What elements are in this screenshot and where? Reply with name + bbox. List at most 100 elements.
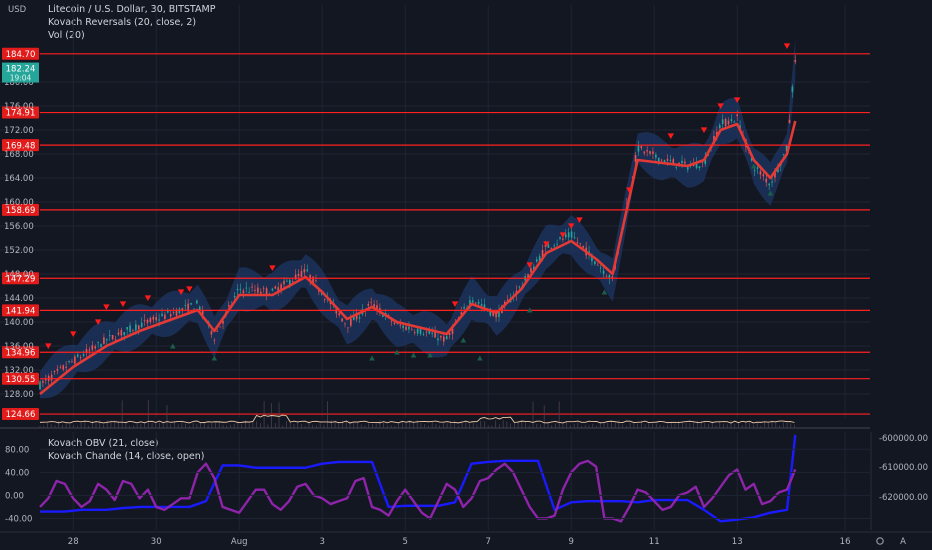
last-price-tag [2, 62, 39, 83]
gear-icon [876, 537, 884, 545]
candle-body [251, 286, 253, 288]
candle-body [181, 308, 184, 311]
candle-body [733, 121, 736, 123]
candle-body [547, 244, 550, 248]
candle-body [94, 346, 96, 349]
candle-body [657, 157, 660, 163]
candle-body [788, 119, 791, 123]
reversal-up-marker [394, 349, 400, 355]
reversal-up-marker [369, 355, 375, 361]
candle-body [358, 317, 361, 319]
y-tick-label: 168.00 [4, 150, 34, 160]
level-label: 184.70 [6, 50, 36, 60]
candle-body [428, 330, 431, 334]
candle-body [79, 357, 82, 359]
kovach-reversals-line [39, 120, 797, 396]
level-label-bg [2, 272, 39, 285]
candle-body [39, 381, 41, 390]
indicator-kovach-reversals[interactable]: Kovach Reversals (20, close, 2) [48, 17, 197, 28]
candle-body [233, 295, 236, 298]
candle-body [646, 150, 648, 152]
candle-body [190, 303, 192, 305]
candle-body [579, 243, 582, 245]
kovach-obv-line [40, 434, 797, 523]
candle-body [216, 330, 219, 332]
candle-body [65, 366, 67, 368]
y-tick-label: 156.00 [4, 222, 34, 232]
reversal-up-marker [211, 355, 218, 361]
level-label: 147.29 [6, 274, 36, 284]
candle-body [265, 288, 268, 295]
candle-body [323, 299, 326, 300]
candle-body [634, 155, 637, 162]
candle-body [271, 288, 274, 291]
candle-body [91, 345, 94, 350]
lower-right-tick-label: -600000.00 [879, 434, 928, 444]
candle-body [303, 269, 306, 273]
candle-body [120, 330, 123, 336]
indicator-kovach-chande[interactable]: Kovach Chande (14, close, open) [48, 451, 205, 462]
candle-body [100, 344, 102, 347]
candle-body [649, 151, 651, 154]
candle-body [425, 331, 428, 333]
auto-scale-button: A [900, 537, 906, 547]
candle-body [370, 302, 372, 303]
candle-body [242, 290, 245, 293]
candle-body [565, 234, 567, 238]
candle-body [245, 287, 248, 289]
candle-body [155, 317, 157, 321]
x-tick-label: 28 [68, 537, 79, 547]
candle-body [106, 339, 108, 341]
candle-body [681, 160, 683, 164]
level-label: 158.69 [6, 206, 36, 216]
candle-body [137, 325, 140, 330]
indicator-kovach-obv[interactable]: Kovach OBV (21, close) [48, 438, 159, 449]
level-label: 174.91 [6, 109, 36, 119]
volume-ma-line [39, 414, 795, 424]
reversal-down-marker [626, 187, 633, 193]
candle-body [196, 300, 198, 304]
candle-body [663, 160, 666, 164]
candle-body [463, 306, 465, 309]
candle-body [146, 319, 149, 323]
candle-body [785, 145, 788, 152]
candle-body [408, 326, 410, 330]
candle-body [768, 183, 770, 186]
candle-body [794, 59, 797, 62]
candle-body [602, 270, 605, 274]
lower-right-tick-label: -620000.00 [879, 493, 928, 503]
candle-body [53, 370, 56, 372]
y-tick-label: 164.00 [4, 174, 34, 184]
candle-body [175, 309, 178, 316]
candle-body [771, 181, 773, 183]
reversal-up-marker [170, 343, 176, 349]
candle-body [596, 264, 599, 266]
x-tick-label: 30 [151, 537, 162, 547]
candle-body [669, 159, 672, 161]
x-tick-label: 5 [402, 537, 407, 547]
candle-body [701, 161, 704, 163]
candle-body [492, 312, 494, 316]
candle-body [219, 326, 221, 328]
candle-body [132, 329, 134, 331]
candle-body [643, 151, 646, 154]
candle-body [727, 120, 730, 125]
candle-body [376, 305, 378, 312]
candle-body [474, 302, 477, 304]
x-tick-label: Aug [231, 537, 248, 547]
candle-body [76, 354, 79, 357]
candle-body [718, 124, 721, 129]
candle-body [254, 290, 256, 291]
candle-body [535, 259, 538, 262]
symbol-title[interactable]: Litecoin / U.S. Dollar, 30, BITSTAMP [48, 4, 216, 15]
indicator-volume[interactable]: Vol (20) [48, 30, 85, 41]
candle-body [608, 275, 611, 279]
candle-body [422, 334, 425, 335]
reversal-down-marker [144, 295, 152, 301]
y-tick-label: 128.00 [4, 390, 34, 400]
y-tick-label: 160.00 [4, 198, 34, 208]
candle-body [437, 338, 439, 341]
candle-body [161, 313, 163, 316]
candle-body [291, 281, 294, 283]
